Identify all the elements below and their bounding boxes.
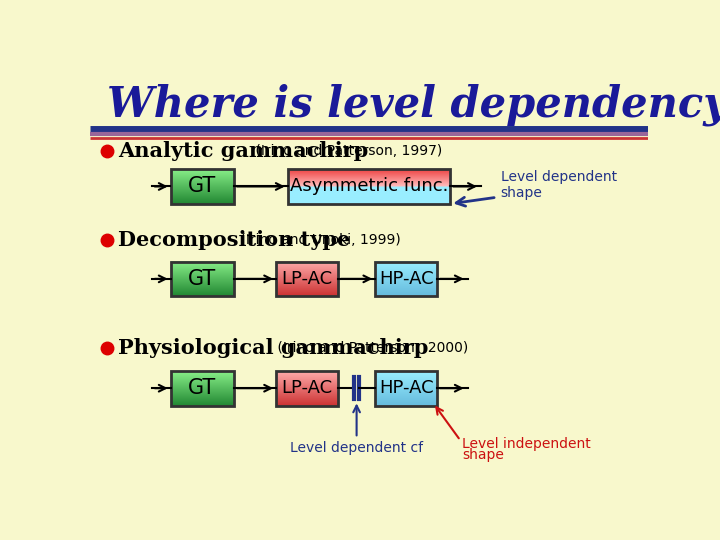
Text: GT: GT <box>188 269 217 289</box>
Text: (Irino and Patterson,  2000): (Irino and Patterson, 2000) <box>273 341 468 355</box>
Text: Analytic gammachirp: Analytic gammachirp <box>118 141 368 161</box>
Text: Asymmetric func.: Asymmetric func. <box>290 178 448 195</box>
Text: shape: shape <box>500 186 543 200</box>
Text: GT: GT <box>188 177 217 197</box>
Text: Level independent: Level independent <box>462 437 590 451</box>
Text: HP-AC: HP-AC <box>379 270 433 288</box>
Text: GT: GT <box>188 378 217 398</box>
Text: (Irino and Unoki, 1999): (Irino and Unoki, 1999) <box>235 233 400 247</box>
Text: LP-AC: LP-AC <box>282 270 333 288</box>
Text: shape: shape <box>462 448 504 462</box>
Text: Level dependent: Level dependent <box>500 170 617 184</box>
Text: Level dependent cf: Level dependent cf <box>290 441 423 455</box>
Text: Physiological gammachirp: Physiological gammachirp <box>118 338 428 358</box>
Text: Where is level dependency?: Where is level dependency? <box>107 84 720 126</box>
Text: Decomposition type: Decomposition type <box>118 231 350 251</box>
Text: LP-AC: LP-AC <box>282 379 333 397</box>
Text: HP-AC: HP-AC <box>379 379 433 397</box>
Text: (Irino and Patterson, 1997): (Irino and Patterson, 1997) <box>251 144 443 158</box>
